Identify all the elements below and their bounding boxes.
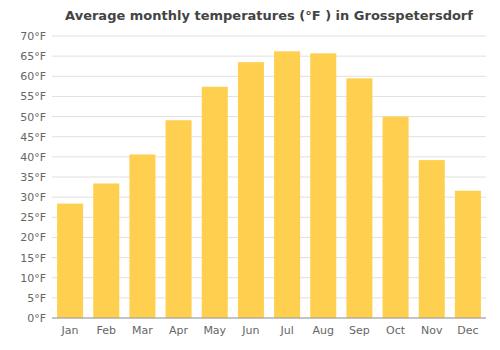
- x-tick-label: Feb: [97, 324, 116, 337]
- bar: [274, 51, 300, 318]
- x-tick-label: Sep: [349, 324, 370, 337]
- bar: [202, 87, 228, 318]
- x-tick-label: Jul: [279, 324, 293, 337]
- x-tick-label: Aug: [313, 324, 334, 337]
- y-tick-label: 70°F: [20, 30, 46, 43]
- bar: [383, 117, 409, 318]
- bar: [346, 78, 372, 318]
- grid: [52, 36, 486, 318]
- grid-line: [52, 318, 486, 319]
- y-tick-label: 25°F: [20, 211, 46, 224]
- y-tick-label: 20°F: [20, 231, 46, 244]
- x-tick-label: May: [203, 324, 226, 337]
- y-tick-label: 15°F: [20, 252, 46, 265]
- x-tick-label: Jan: [61, 324, 79, 337]
- y-tick-label: 60°F: [20, 70, 46, 83]
- y-tick-label: 5°F: [27, 292, 46, 305]
- y-tick-label: 30°F: [20, 191, 46, 204]
- x-axis-line: [52, 318, 486, 319]
- bar: [57, 204, 83, 318]
- grid-line: [52, 156, 486, 157]
- bar: [129, 154, 155, 318]
- y-tick-label: 35°F: [20, 171, 46, 184]
- bar: [238, 62, 264, 318]
- bars: [57, 51, 481, 318]
- grid-line: [52, 96, 486, 97]
- x-tick-label: Oct: [386, 324, 406, 337]
- bar: [310, 53, 336, 318]
- grid-line: [52, 56, 486, 57]
- grid-line: [52, 136, 486, 137]
- x-tick-label: Nov: [421, 324, 443, 337]
- y-axis: 0°F 5°F 10°F 15°F 20°F 25°F 30°F 35°F 40°F 45°F 50…: [20, 30, 46, 325]
- y-tick-label: 40°F: [20, 151, 46, 164]
- x-axis: Jan Feb Mar Apr May Jun Jul Aug Sep Oct Nov Dec: [61, 324, 479, 337]
- x-tick-label: Dec: [457, 324, 478, 337]
- x-tick-label: Apr: [169, 324, 189, 337]
- y-tick-label: 65°F: [20, 50, 46, 63]
- chart: Average monthly temperatures (°F ) in Gr…: [0, 0, 500, 350]
- y-tick-label: 50°F: [20, 111, 46, 124]
- bar: [419, 160, 445, 318]
- grid-line: [52, 76, 486, 77]
- grid-line: [52, 116, 486, 117]
- bar: [166, 120, 192, 318]
- title: Average monthly temperatures (°F ) in Gr…: [65, 8, 473, 23]
- x-tick-label: Jun: [241, 324, 259, 337]
- y-tick-label: 0°F: [27, 312, 46, 325]
- y-tick-label: 55°F: [20, 90, 46, 103]
- x-tick-label: Mar: [132, 324, 153, 337]
- bar: [455, 191, 481, 318]
- grid-line: [52, 36, 486, 37]
- y-tick-label: 10°F: [20, 272, 46, 285]
- y-tick-label: 45°F: [20, 131, 46, 144]
- bar: [93, 183, 119, 318]
